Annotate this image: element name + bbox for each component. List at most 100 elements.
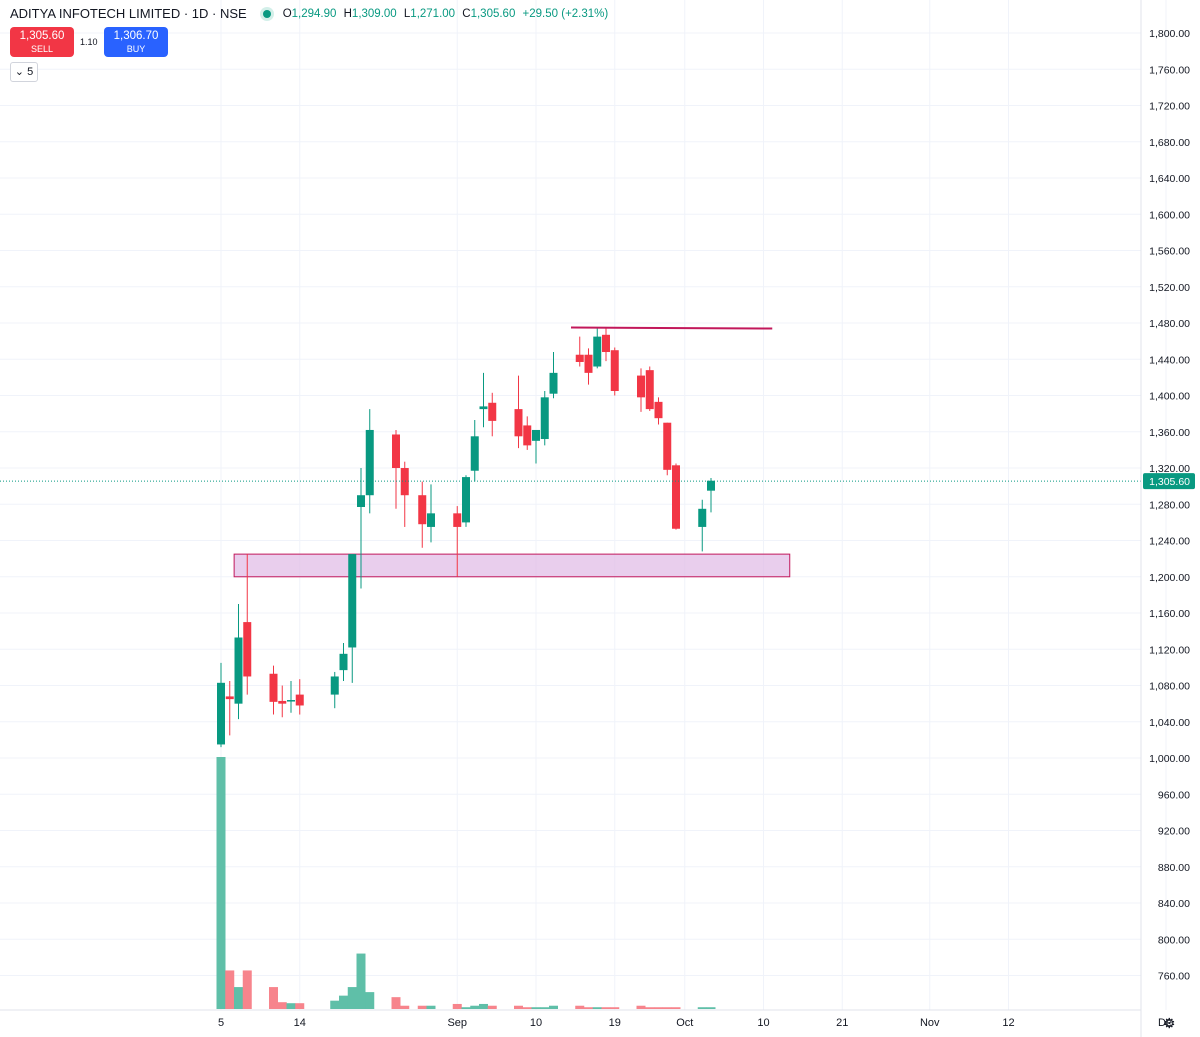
- close-label: C: [462, 7, 471, 20]
- volume-bar: [286, 1003, 296, 1009]
- price-tick-label: 800.00: [1158, 934, 1190, 946]
- open-value: 1,294.90: [291, 7, 337, 20]
- volume-bar: [697, 1007, 707, 1009]
- resistance-trendline: [570, 326, 773, 330]
- volume-bar: [584, 1007, 593, 1009]
- symbol-title[interactable]: ADITYA INFOTECH LIMITED · 1D · NSE: [10, 6, 247, 21]
- candle-body: [234, 637, 243, 704]
- price-tick-label: 1,320.00: [1149, 463, 1190, 475]
- candle-body: [278, 700, 287, 704]
- price-tick-label: 1,720.00: [1149, 101, 1190, 113]
- candle-body: [295, 694, 304, 706]
- price-tick-label: 1,680.00: [1149, 137, 1190, 149]
- price-tick-label: 840.00: [1158, 898, 1190, 910]
- candle-body: [365, 429, 374, 496]
- candle-body: [514, 409, 523, 437]
- volume-bar: [610, 1007, 620, 1009]
- volume-bar: [356, 953, 366, 1009]
- candle-body: [654, 401, 663, 419]
- candle-body: [330, 676, 339, 695]
- candle-body: [549, 372, 558, 394]
- candle-body: [339, 653, 348, 671]
- volume-bar: [426, 1005, 436, 1009]
- price-tick-label: 1,520.00: [1149, 282, 1190, 294]
- price-tick-label: 1,000.00: [1149, 753, 1190, 765]
- candle-body: [698, 508, 707, 527]
- buy-price: 1,306.70: [113, 30, 159, 42]
- price-tick-label: 1,800.00: [1149, 28, 1190, 40]
- market-status-icon: [262, 9, 271, 18]
- candle-body: [663, 422, 672, 470]
- time-tick-label: 21: [836, 1017, 848, 1029]
- candle-body: [392, 434, 400, 469]
- candle-body: [287, 700, 295, 702]
- volume-bar: [540, 1007, 550, 1009]
- candle-body: [584, 354, 593, 373]
- volume-bar: [277, 1002, 287, 1009]
- price-tick-label: 1,360.00: [1149, 427, 1190, 439]
- time-tick-label: De: [1158, 1017, 1172, 1029]
- buy-button[interactable]: 1,306.70 BUY: [104, 27, 168, 57]
- volume-bar: [636, 1005, 646, 1009]
- candle-body: [470, 436, 479, 471]
- candle-body: [269, 673, 278, 702]
- volume-bar: [400, 1005, 410, 1009]
- price-tick-label: 1,080.00: [1149, 681, 1190, 693]
- candle-body: [479, 406, 488, 410]
- sell-label: SELL: [30, 44, 54, 54]
- volume-bar: [549, 1005, 558, 1009]
- price-tick-label: 1,560.00: [1149, 246, 1190, 258]
- candle-body: [348, 554, 357, 648]
- volume-bar: [645, 1007, 655, 1009]
- support-zone[interactable]: [233, 553, 791, 578]
- price-axis[interactable]: 1,800.00 1,760.00 1,720.00 1,680.00 1,640.00…: [1143, 28, 1195, 983]
- volume-bar: [461, 1007, 471, 1009]
- volume-bar: [295, 1003, 305, 1009]
- price-tick-label: 1,600.00: [1149, 209, 1190, 221]
- candle-body: [427, 513, 435, 527]
- candles: [217, 327, 715, 748]
- price-tick-label: 1,480.00: [1149, 318, 1190, 330]
- time-tick-label: Oct: [676, 1017, 693, 1029]
- high-label: H: [343, 7, 352, 20]
- volume-bar: [522, 1007, 532, 1009]
- open-label: O: [282, 7, 292, 20]
- price-tick-label: 1,120.00: [1149, 644, 1190, 656]
- candle-body: [593, 336, 602, 367]
- price-tick-label: 1,240.00: [1149, 536, 1190, 548]
- resistance-line[interactable]: [570, 326, 773, 330]
- candle-body: [540, 397, 549, 440]
- sell-price: 1,305.60: [19, 30, 65, 42]
- volume-bar: [242, 970, 252, 1009]
- time-tick-label: 12: [1002, 1017, 1014, 1029]
- support-zone-rect: [233, 553, 791, 578]
- low-label: L: [403, 7, 411, 20]
- volume-bar: [575, 1005, 585, 1009]
- price-tick-label: 880.00: [1158, 862, 1190, 874]
- indicator-toggle[interactable]: ⌄ 5: [10, 62, 38, 82]
- candle-body: [217, 682, 225, 745]
- candle-body: [707, 480, 715, 491]
- volume-bar: [671, 1007, 681, 1009]
- change-value: +29.50 (+2.31%): [522, 7, 609, 20]
- candle-body: [575, 354, 584, 362]
- chevron-down-icon: ⌄: [14, 66, 25, 78]
- buy-label: BUY: [126, 44, 146, 54]
- price-tick-label: 1,400.00: [1149, 391, 1190, 403]
- gridlines: [0, 0, 1167, 1010]
- time-axis[interactable]: 5 14 Sep 10 19 Oct 10 21 Nov 12 De: [218, 1017, 1172, 1029]
- price-tick-label: 1,440.00: [1149, 354, 1190, 366]
- time-tick-label: 10: [530, 1017, 542, 1029]
- candle-body: [453, 513, 462, 527]
- candle-body: [645, 370, 654, 410]
- volume-bar: [479, 1003, 488, 1009]
- time-tick-label: 10: [757, 1017, 769, 1029]
- volume-bar: [654, 1007, 663, 1009]
- candle-body: [462, 477, 470, 523]
- last-price-badge: [1143, 473, 1195, 490]
- price-tick-label: 1,760.00: [1149, 64, 1190, 76]
- gear-icon[interactable]: ⚙: [1163, 1015, 1176, 1031]
- candle-body: [488, 402, 497, 421]
- sell-button[interactable]: 1,305.60 SELL: [10, 27, 74, 57]
